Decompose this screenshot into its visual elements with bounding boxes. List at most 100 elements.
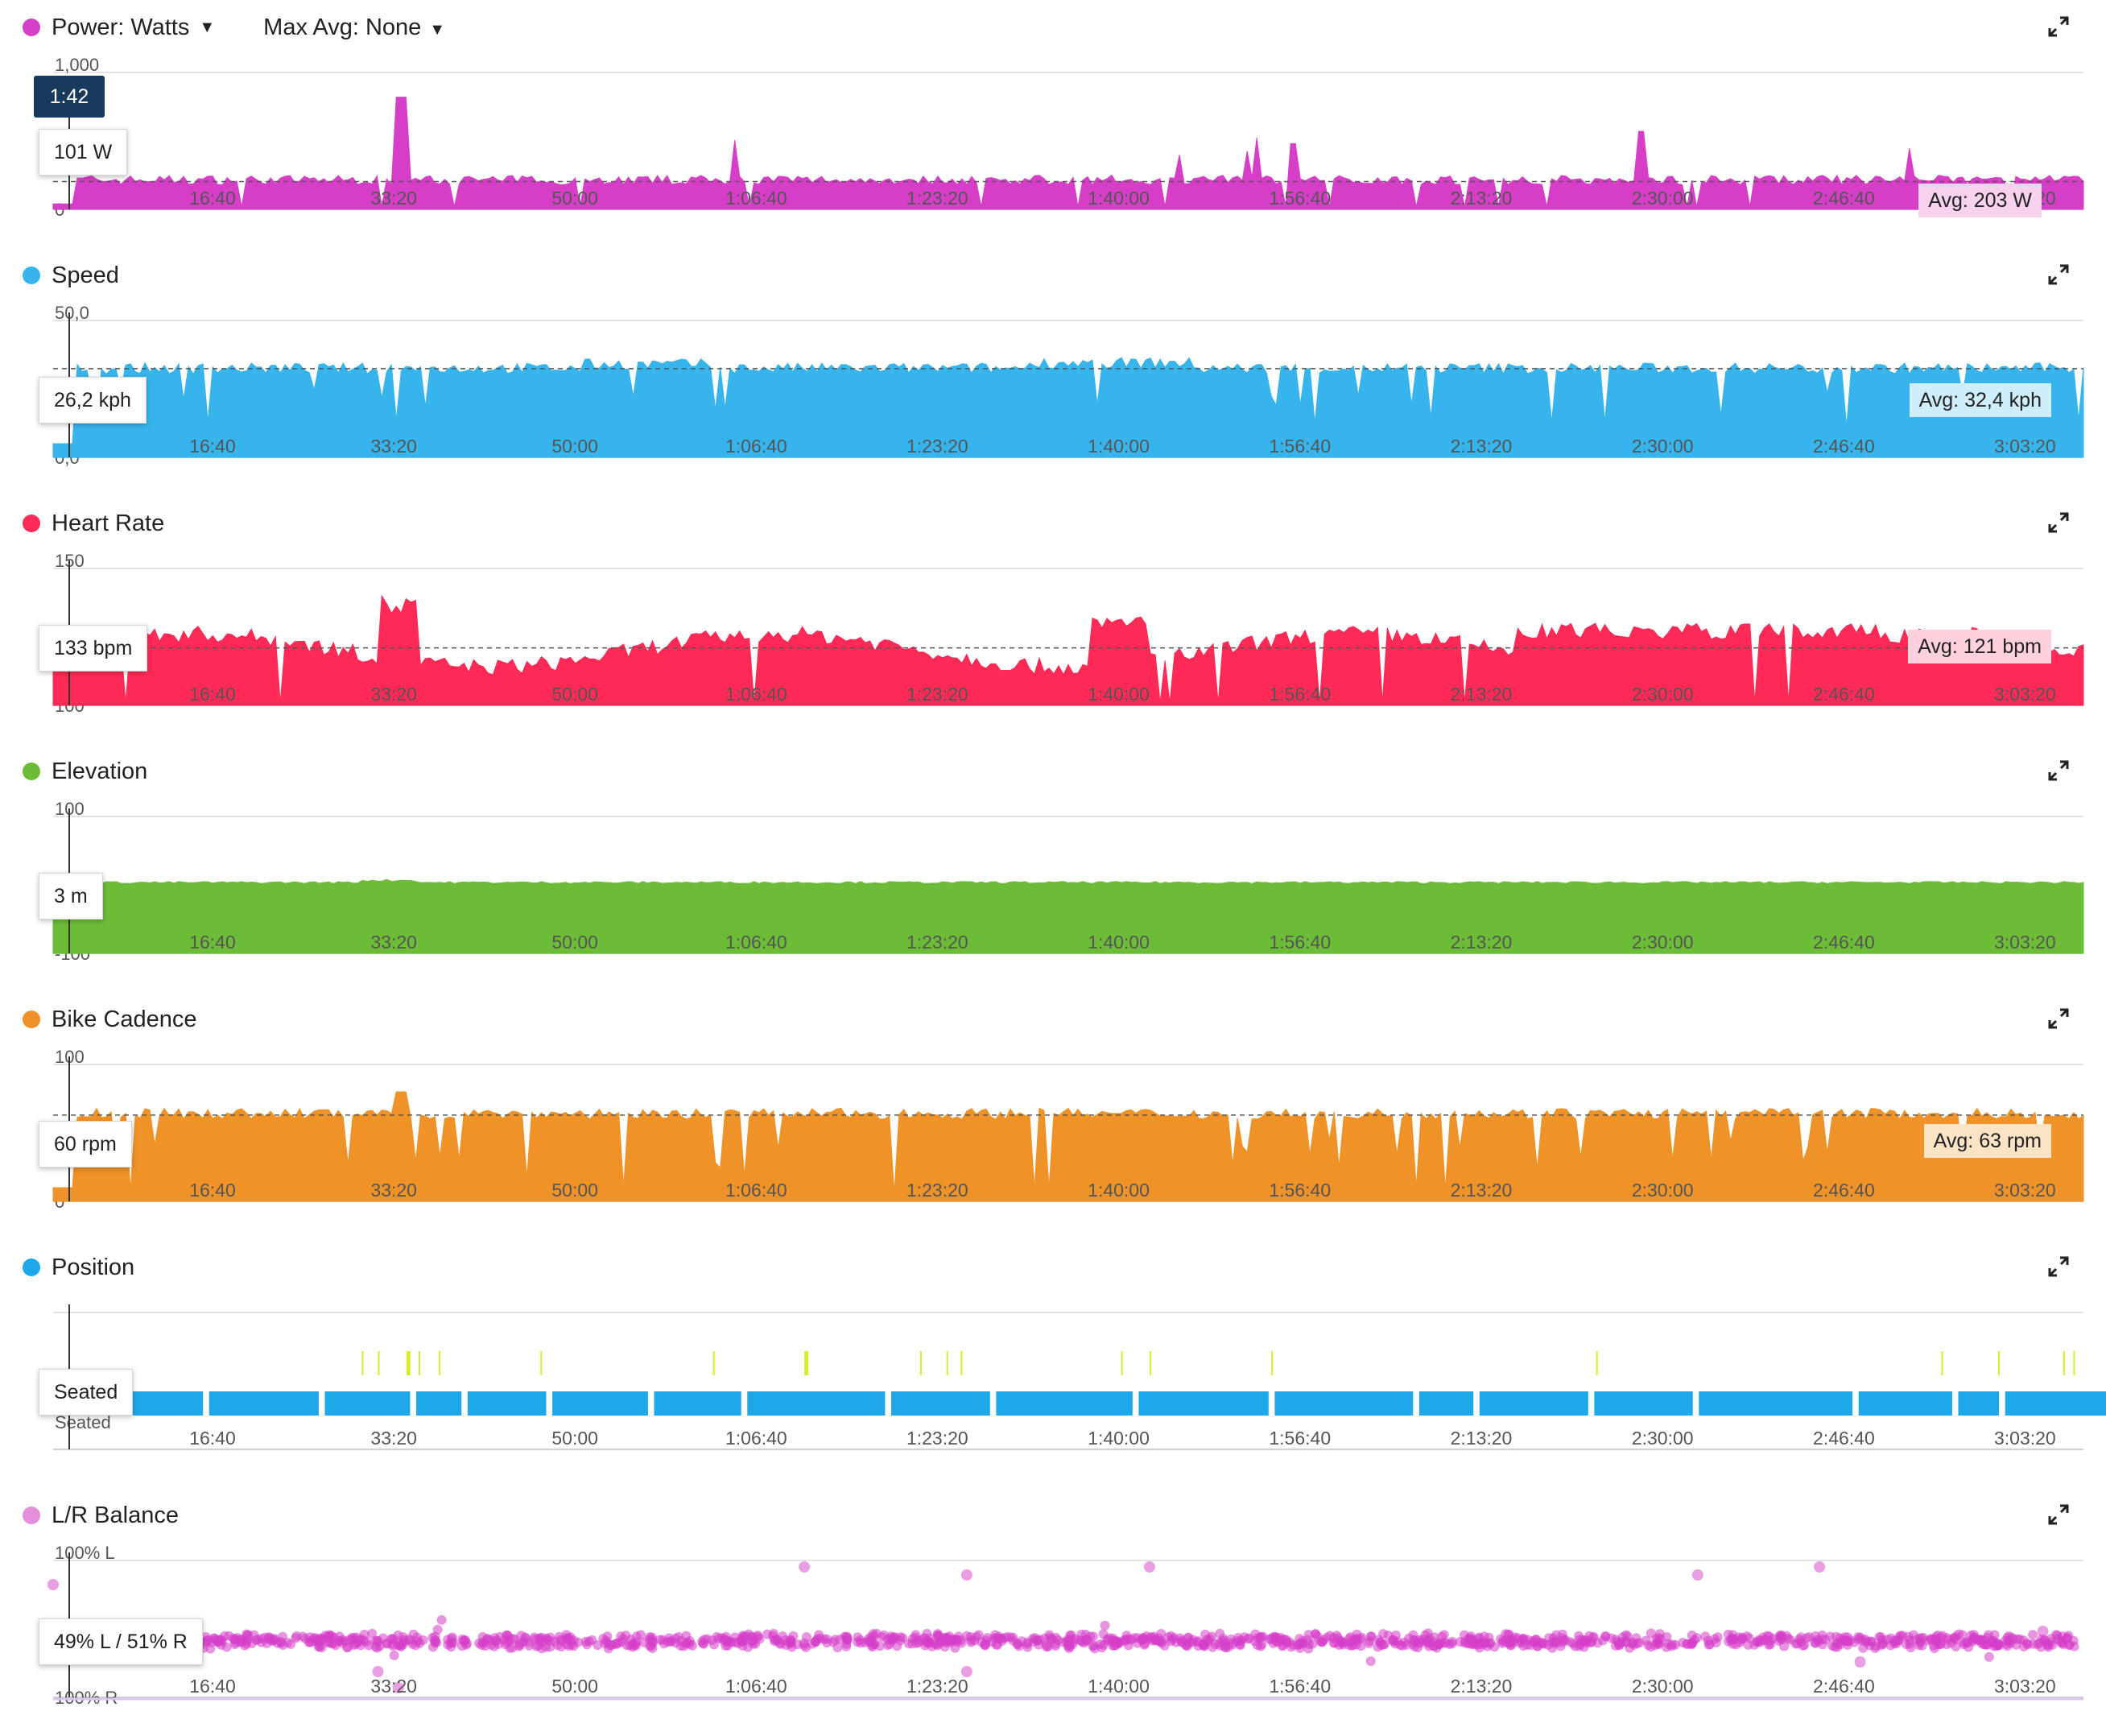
y-max-label: 1,000 bbox=[55, 55, 99, 75]
balance-point bbox=[1765, 1639, 1776, 1650]
hover-value-box: 3 m bbox=[39, 873, 103, 920]
balance-point bbox=[1993, 1640, 2004, 1651]
balance-point bbox=[1366, 1631, 1377, 1642]
x-tick-label: 1:40:00 bbox=[1088, 932, 1150, 953]
panel-header: Heart Rate bbox=[23, 507, 164, 539]
x-tick-label: 16:40 bbox=[189, 932, 236, 953]
x-tick-label: 1:06:40 bbox=[725, 188, 787, 209]
balance-point bbox=[347, 1635, 357, 1645]
plot-area[interactable]: 100016:4033:2050:001:06:401:23:201:40:00… bbox=[0, 992, 2106, 1240]
seated-segment bbox=[1274, 1391, 1414, 1416]
legend-dot-icon bbox=[23, 1259, 40, 1276]
balance-point bbox=[224, 1631, 234, 1641]
seated-segment bbox=[1699, 1391, 1853, 1416]
balance-point bbox=[1537, 1638, 1547, 1648]
plot-area[interactable]: 1,000016:4033:2050:001:06:401:23:201:40:… bbox=[0, 0, 2106, 248]
balance-point bbox=[1792, 1639, 1802, 1649]
balance-point bbox=[1375, 1637, 1385, 1647]
plot-area[interactable]: 15010016:4033:2050:001:06:401:23:201:40:… bbox=[0, 496, 2106, 744]
hover-value-box: 133 bpm bbox=[39, 625, 148, 672]
x-tick-label: 2:46:40 bbox=[1813, 436, 1875, 457]
x-tick-label: 50:00 bbox=[551, 1428, 598, 1449]
standing-mark bbox=[418, 1351, 420, 1375]
expand-icon[interactable] bbox=[2046, 1502, 2071, 1527]
balance-outlier bbox=[960, 1569, 972, 1581]
balance-point bbox=[1744, 1633, 1754, 1643]
x-tick-label: 50:00 bbox=[551, 932, 598, 953]
balance-point bbox=[1704, 1639, 1715, 1650]
balance-point bbox=[432, 1624, 443, 1635]
x-tick-label: 33:20 bbox=[370, 188, 417, 209]
expand-icon[interactable] bbox=[2046, 14, 2071, 39]
balance-point bbox=[892, 1641, 902, 1651]
expand-icon[interactable] bbox=[2046, 1006, 2071, 1031]
max-avg-dropdown[interactable]: Max Avg: None ▼ bbox=[263, 14, 445, 41]
balance-point bbox=[719, 1634, 729, 1644]
balance-point bbox=[1811, 1631, 1821, 1641]
x-tick-label: 16:40 bbox=[189, 1676, 236, 1697]
legend-dot-icon bbox=[23, 267, 40, 284]
balance-point bbox=[573, 1637, 584, 1647]
x-tick-label: 2:13:20 bbox=[1451, 1676, 1513, 1697]
balance-outlier bbox=[960, 1666, 972, 1677]
seated-segment bbox=[1479, 1391, 1588, 1416]
balance-point bbox=[1485, 1638, 1496, 1648]
balance-point bbox=[524, 1640, 535, 1651]
x-tick-label: 33:20 bbox=[370, 436, 417, 457]
panel-title[interactable]: Power: Watts bbox=[52, 14, 190, 40]
panel-header: Speed bbox=[23, 259, 119, 291]
balance-point bbox=[1712, 1632, 1723, 1643]
seated-segment bbox=[324, 1391, 411, 1416]
balance-point bbox=[205, 1643, 216, 1654]
balance-point bbox=[1176, 1635, 1187, 1646]
area-series bbox=[52, 878, 2084, 954]
standing-mark bbox=[361, 1351, 364, 1375]
panel-title: Elevation bbox=[52, 758, 148, 784]
max-avg-label: Max Avg: None bbox=[263, 14, 422, 40]
balance-point bbox=[1407, 1639, 1418, 1649]
plot-area[interactable]: 50,00,016:4033:2050:001:06:401:23:201:40… bbox=[0, 248, 2106, 496]
expand-icon[interactable] bbox=[2046, 1254, 2071, 1279]
balance-point bbox=[867, 1640, 878, 1651]
chevron-down-icon[interactable]: ▼ bbox=[199, 18, 216, 36]
x-tick-label: 33:20 bbox=[370, 1676, 417, 1697]
x-tick-label: 1:23:20 bbox=[906, 1428, 968, 1449]
balance-point bbox=[584, 1636, 594, 1647]
x-tick-label: 1:06:40 bbox=[725, 1180, 787, 1201]
standing-mark bbox=[804, 1351, 809, 1375]
seated-segment bbox=[1958, 1391, 2000, 1416]
x-tick-label: 33:20 bbox=[370, 932, 417, 953]
balance-point bbox=[1929, 1634, 1939, 1644]
y-max-label: 100% L bbox=[55, 1543, 115, 1563]
x-tick-label: 1:06:40 bbox=[725, 1428, 787, 1449]
balance-point bbox=[962, 1631, 972, 1641]
balance-point bbox=[1215, 1628, 1225, 1639]
expand-icon[interactable] bbox=[2046, 758, 2071, 783]
balance-point bbox=[1200, 1629, 1211, 1639]
panel-title: Bike Cadence bbox=[52, 1006, 197, 1032]
balance-point bbox=[698, 1639, 708, 1649]
x-tick-label: 1:23:20 bbox=[906, 436, 968, 457]
balance-point bbox=[389, 1650, 399, 1660]
x-tick-label: 16:40 bbox=[189, 188, 236, 209]
chart-panel-heart: Heart Rate15010016:4033:2050:001:06:401:… bbox=[0, 496, 2106, 744]
plot-area[interactable]: 100-10016:4033:2050:001:06:401:23:201:40… bbox=[0, 744, 2106, 992]
plot-area[interactable]: StandingSeated16:4033:2050:001:06:401:23… bbox=[0, 1240, 2106, 1488]
expand-icon[interactable] bbox=[2046, 510, 2071, 535]
balance-point bbox=[1255, 1641, 1266, 1651]
seated-segment bbox=[209, 1391, 319, 1416]
balance-point bbox=[1088, 1641, 1098, 1651]
average-label: Avg: 32,4 kph bbox=[1909, 383, 2051, 417]
balance-point bbox=[505, 1643, 515, 1653]
balance-point bbox=[509, 1634, 519, 1644]
balance-point bbox=[387, 1639, 398, 1649]
balance-point bbox=[1905, 1635, 1915, 1646]
x-tick-label: 1:56:40 bbox=[1269, 932, 1331, 953]
x-tick-label: 2:46:40 bbox=[1813, 188, 1875, 209]
x-tick-label: 50:00 bbox=[551, 1676, 598, 1697]
x-tick-label: 50:00 bbox=[551, 188, 598, 209]
x-tick-label: 16:40 bbox=[189, 1428, 236, 1449]
expand-icon[interactable] bbox=[2046, 262, 2071, 287]
balance-point bbox=[1365, 1656, 1376, 1667]
